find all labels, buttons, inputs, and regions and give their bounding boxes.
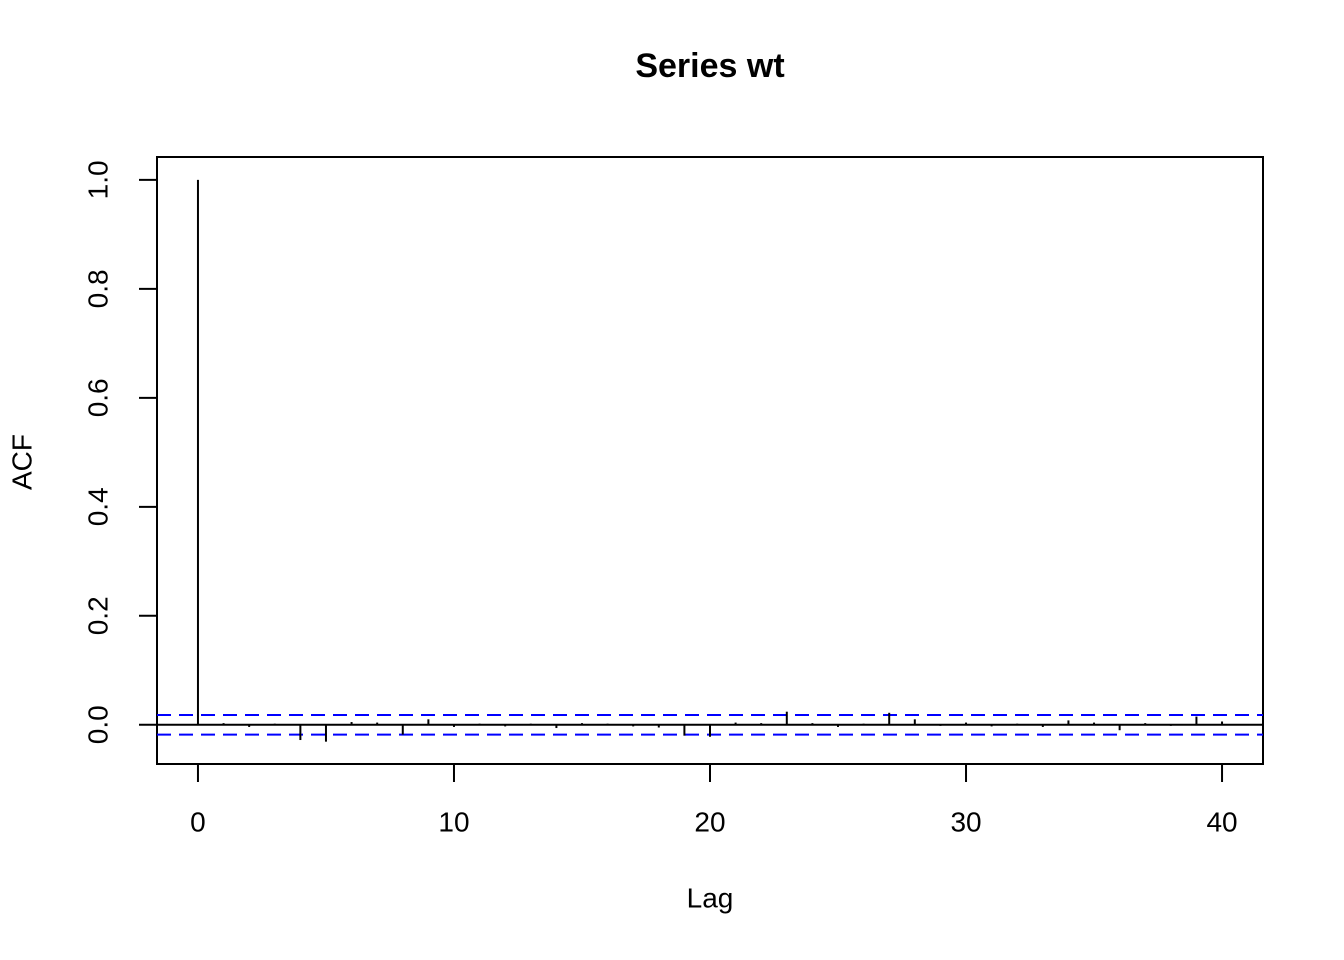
- y-tick-label: 0.4: [82, 487, 113, 526]
- y-tick-label: 0.0: [82, 705, 113, 744]
- y-tick-label: 0.2: [82, 596, 113, 635]
- y-tick-label: 1.0: [82, 160, 113, 199]
- chart-title: Series wt: [635, 47, 784, 85]
- y-tick-label: 0.6: [82, 378, 113, 417]
- x-tick-label: 30: [950, 806, 981, 837]
- y-tick-label: 0.8: [82, 269, 113, 308]
- x-axis-label: Lag: [687, 882, 734, 913]
- plot-frame: [156, 156, 1264, 765]
- x-tick-label: 0: [190, 806, 206, 837]
- x-tick-label: 40: [1206, 806, 1237, 837]
- x-tick-label: 20: [694, 806, 725, 837]
- y-axis-label: ACF: [6, 434, 37, 490]
- x-tick-label: 10: [438, 806, 469, 837]
